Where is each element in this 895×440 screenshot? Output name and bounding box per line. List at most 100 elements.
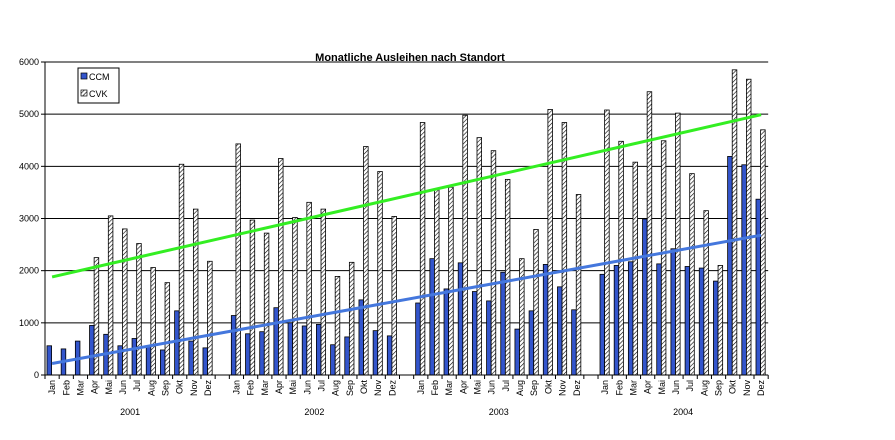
bar-cvk (646, 91, 653, 376)
bar-cvk (136, 243, 142, 376)
bar-ccm (528, 310, 535, 376)
bar-ccm (259, 331, 265, 376)
bar-ccm (429, 258, 435, 376)
month-label: Jun (302, 380, 312, 395)
bar-ccm (599, 273, 606, 376)
month-label: Dez (756, 380, 766, 397)
bar-ccm (500, 271, 506, 376)
legend: CCM CVK (77, 67, 120, 104)
legend-label-cvk: CVK (89, 89, 108, 99)
year-label: 2004 (673, 407, 693, 417)
legend-swatch-ccm (80, 72, 88, 80)
bar-cvk (746, 78, 752, 376)
bar-ccm (415, 302, 421, 376)
bar-ccm (202, 347, 208, 376)
bar-ccm (542, 264, 549, 376)
trendline-ccm (51, 233, 762, 365)
month-label: Jul (685, 380, 695, 392)
bar-ccm (514, 328, 520, 376)
bar-cvk (448, 186, 454, 376)
bar-cvk (434, 188, 440, 376)
bar-cvk (263, 232, 270, 376)
y-tick-label: 2000 (19, 266, 39, 276)
bar-ccm (89, 325, 95, 376)
month-label: Jul (501, 380, 511, 392)
bar-cvk (235, 143, 241, 376)
month-label: Aug (146, 380, 156, 396)
bar-ccm (301, 325, 308, 376)
bar-ccm (230, 315, 237, 376)
bar-cvk (476, 137, 482, 376)
month-label: Mar (444, 380, 454, 396)
bar-ccm (755, 198, 761, 376)
year-label: 2002 (304, 407, 324, 417)
bar-ccm (627, 261, 634, 376)
bar-ccm (131, 338, 138, 376)
bar-ccm (613, 265, 620, 376)
month-label: Jan (47, 380, 57, 395)
bar-ccm (174, 310, 180, 376)
month-label: Sep (345, 380, 355, 396)
bar-cvk (306, 201, 312, 376)
month-label: Jan (416, 380, 426, 395)
legend-label-ccm: CCM (89, 72, 110, 82)
month-label: Jun (118, 380, 128, 395)
bar-cvk (348, 261, 355, 376)
month-label: Dez (572, 380, 582, 397)
bar-ccm (344, 336, 350, 376)
bar-ccm (358, 299, 364, 376)
bar-ccm (713, 280, 719, 376)
month-label: Nov (189, 380, 199, 397)
bar-cvk (320, 208, 327, 376)
bar-cvk (93, 257, 100, 376)
chart-title: Monatliche Ausleihen nach Standort (315, 52, 505, 64)
bar-cvk (122, 228, 128, 376)
bar-cvk (334, 276, 341, 376)
y-tick-label: 1000 (19, 318, 39, 328)
bar-ccm (471, 291, 478, 376)
month-label: Jul (132, 380, 142, 392)
month-label: Aug (699, 380, 709, 396)
bar-cvk (547, 109, 553, 376)
bar-cvk (760, 129, 766, 376)
month-label: Apr (643, 380, 653, 394)
bar-ccm (316, 323, 322, 376)
bar-cvk (462, 114, 468, 376)
month-label: Apr (274, 380, 284, 394)
bar-ccm (386, 335, 393, 376)
bar-cvk (632, 161, 638, 376)
bar-cvk (192, 208, 199, 376)
bar-ccm (656, 263, 662, 376)
month-label: Sep (161, 380, 171, 396)
bar-cvk (278, 158, 284, 376)
month-label: Feb (61, 380, 71, 396)
bar-cvk (164, 282, 171, 376)
month-label: Sep (714, 380, 724, 396)
legend-swatch-cvk (80, 89, 88, 97)
month-label: Apr (458, 380, 468, 394)
bar-cvk (533, 229, 539, 376)
month-label: Nov (373, 380, 383, 397)
bar-cvk (689, 173, 695, 376)
month-label: Aug (331, 380, 341, 396)
bar-ccm (698, 267, 705, 376)
bar-ccm (188, 340, 194, 376)
bar-cvk (575, 194, 582, 376)
bar-ccm (46, 345, 52, 376)
month-label: Sep (529, 380, 539, 396)
bar-cvk (150, 267, 156, 376)
month-label: Feb (430, 380, 440, 396)
month-label: Nov (742, 380, 752, 397)
year-label: 2001 (120, 407, 140, 417)
y-tick-label: 5000 (19, 109, 39, 119)
month-label: Feb (614, 380, 624, 396)
bar-ccm (727, 156, 733, 376)
bar-cvk (675, 112, 681, 376)
y-tick-label: 3000 (19, 214, 39, 224)
bar-ccm (557, 286, 563, 376)
bar-ccm (160, 349, 166, 376)
bar-ccm (571, 309, 577, 376)
y-tick-label: 4000 (19, 161, 39, 171)
month-label: Jul (317, 380, 327, 392)
month-label: Mar (628, 380, 638, 396)
